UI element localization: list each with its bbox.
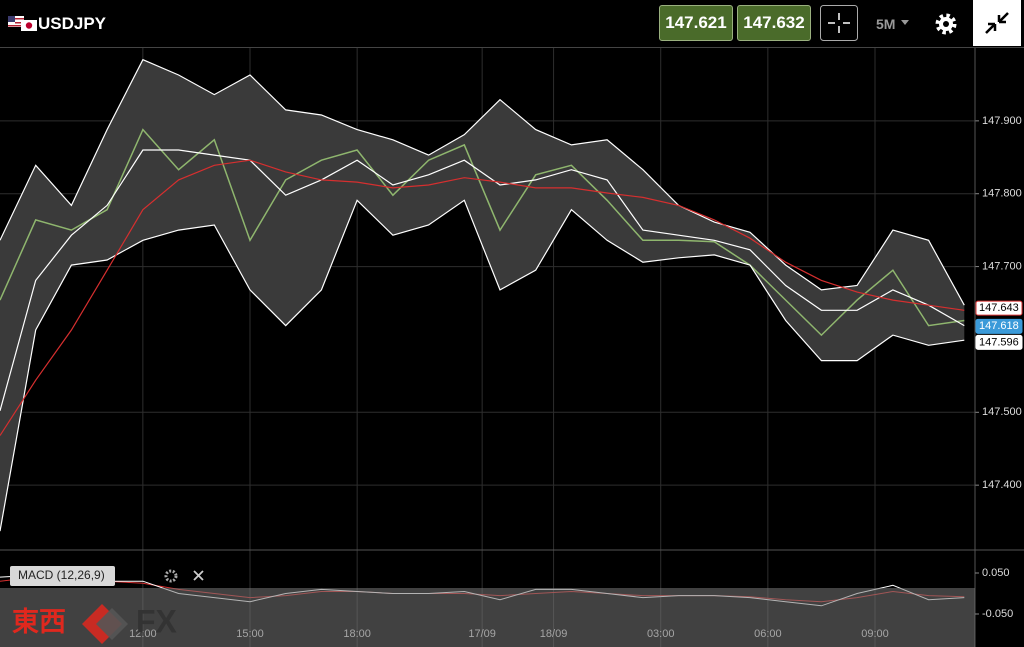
macd-settings: [164, 569, 178, 583]
timeframe[interactable]: 5M: [876, 16, 896, 32]
price-marker-box: [975, 318, 1023, 334]
caret: [901, 20, 909, 25]
symbol: USDJPY: [38, 14, 107, 33]
watermark-logo: [96, 608, 128, 640]
y-tick-label: 147.900: [982, 115, 1022, 127]
y-tick-label: 147.400: [982, 479, 1022, 491]
band-fill: [0, 59, 965, 532]
price-marker-box: [975, 334, 1023, 350]
y-tick-label: 147.700: [982, 260, 1022, 272]
moving-average: [0, 159, 965, 436]
macd-close: [193, 570, 204, 581]
middle-band: [0, 149, 965, 411]
bid-button[interactable]: 147.621: [659, 5, 733, 41]
y-tick-label: 147.500: [982, 406, 1022, 418]
y-tick-label: -0.050: [982, 608, 1013, 620]
lower-band: [0, 199, 965, 532]
flags: [8, 16, 37, 31]
price-marker-label: 147.618: [979, 320, 1019, 332]
price-marker-box: [975, 300, 1023, 316]
watermark-suffix: FX: [136, 603, 178, 639]
pane-overlay: [0, 588, 975, 647]
y-tick-label: 147.800: [982, 188, 1022, 200]
upper-band: [0, 58, 965, 306]
toolbar: USDJPY 147.621 147.632 5M: [0, 0, 1024, 48]
watermark-brand: 東西: [12, 607, 66, 637]
macd-label: MACD (12,26,9): [18, 568, 105, 582]
price-marker-label: 147.643: [979, 302, 1019, 314]
ask-button[interactable]: 147.632: [737, 5, 811, 41]
crosshair-button[interactable]: [820, 5, 858, 41]
collapse-button[interactable]: [973, 0, 1021, 46]
settings-button[interactable]: [933, 11, 959, 37]
price-marker-label: 147.596: [979, 336, 1019, 348]
y-tick-label: 0.050: [982, 567, 1010, 579]
macd-label-box: [10, 566, 115, 586]
